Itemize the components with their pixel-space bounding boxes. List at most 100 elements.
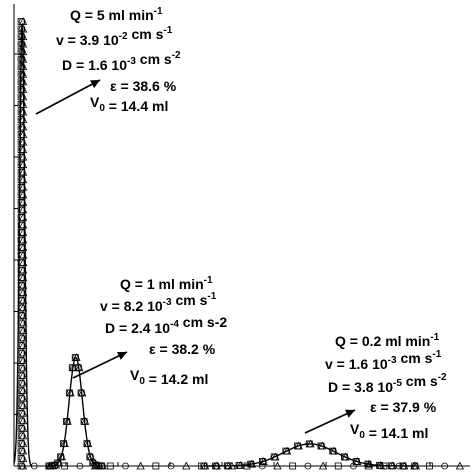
- triangle-marker: [18, 295, 28, 304]
- triangle-marker: [18, 182, 28, 191]
- annotation-line: V0 = 14.1 ml: [350, 421, 428, 441]
- triangle-marker: [18, 431, 28, 440]
- triangle-marker: [83, 439, 93, 448]
- triangle-marker: [18, 303, 28, 312]
- triangle-marker: [18, 371, 28, 379]
- triangle-marker: [236, 461, 245, 469]
- triangle-marker: [294, 441, 303, 450]
- triangle-marker: [18, 341, 28, 349]
- triangle-marker: [329, 446, 339, 455]
- triangle-marker: [18, 416, 28, 425]
- triangle-marker: [18, 243, 28, 251]
- triangle-marker: [18, 107, 28, 116]
- triangle-marker: [455, 461, 465, 470]
- triangle-marker: [18, 213, 28, 221]
- triangle-marker: [259, 457, 268, 465]
- square-marker: [198, 462, 205, 470]
- triangle-marker: [18, 288, 28, 297]
- series-1: [13, 17, 33, 470]
- square-marker: [289, 462, 297, 470]
- triangle-marker: [18, 454, 28, 462]
- triangle-marker: [18, 273, 28, 282]
- triangle-marker: [75, 363, 84, 372]
- data-marks: [13, 17, 465, 470]
- triangle-marker: [90, 461, 100, 470]
- triangle-marker: [18, 130, 28, 138]
- arrowhead: [117, 351, 127, 360]
- arrowhead: [90, 80, 100, 89]
- annotation-line: Q = 1 ml min-1: [120, 275, 213, 292]
- triangle-marker: [18, 393, 28, 402]
- triangle-marker: [200, 461, 210, 470]
- square-marker: [152, 462, 160, 470]
- triangle-marker: [18, 363, 28, 372]
- triangle-marker: [57, 452, 66, 461]
- triangle-marker: [98, 461, 107, 470]
- annotation-arrow: [72, 351, 128, 379]
- triangle-marker: [18, 84, 28, 93]
- annotation-line: D = 1.6 10-3 cm s-2: [62, 50, 181, 73]
- circle-marker: [76, 462, 84, 470]
- triangle-marker: [18, 408, 28, 417]
- triangle-marker: [341, 452, 350, 461]
- triangle-marker: [353, 457, 362, 465]
- triangle-marker: [18, 167, 28, 176]
- triangle-marker: [18, 100, 28, 108]
- square-marker: [380, 462, 388, 470]
- annotation-2: Q = 1 ml min-1v = 8.2 10-3 cm s-1D = 2.4…: [72, 275, 227, 387]
- circle-marker: [350, 462, 357, 470]
- annotation-arrow: [35, 79, 101, 115]
- triangle-marker: [182, 461, 191, 470]
- triangle-marker: [63, 417, 72, 425]
- triangle-marker: [18, 250, 28, 259]
- triangle-marker: [318, 461, 328, 470]
- triangle-marker: [18, 386, 28, 395]
- circle-marker: [167, 462, 175, 470]
- triangle-marker: [18, 92, 28, 101]
- triangle-marker: [18, 348, 28, 357]
- annotation-line: D = 2.4 10-4 cm s-2: [105, 314, 227, 336]
- series-3: [200, 439, 421, 470]
- triangle-marker: [18, 423, 28, 432]
- triangle-marker: [306, 439, 315, 448]
- series-curve: [204, 443, 416, 467]
- triangle-marker: [18, 175, 28, 184]
- annotation-line: ε = 38.2 %: [149, 341, 216, 357]
- triangle-marker: [18, 265, 28, 274]
- triangle-marker: [18, 228, 28, 236]
- series-2: [45, 353, 107, 470]
- triangle-marker: [18, 235, 28, 244]
- triangle-marker: [81, 417, 90, 425]
- baseline-markers: [30, 461, 465, 470]
- triangle-marker: [18, 461, 28, 470]
- triangle-marker: [18, 152, 28, 161]
- annotation-3: Q = 0.2 ml min-1v = 1.6 10-3 cm s-1D = 3…: [304, 332, 447, 441]
- triangle-marker: [18, 446, 28, 455]
- triangle-marker: [18, 326, 28, 334]
- triangle-marker: [18, 160, 28, 169]
- triangle-marker: [54, 458, 64, 467]
- triangle-marker: [18, 401, 28, 410]
- square-marker: [426, 462, 433, 470]
- triangle-marker: [18, 145, 28, 153]
- triangle-marker: [18, 378, 28, 387]
- annotation-line: Q = 5 ml min-1: [70, 6, 163, 23]
- circle-marker: [441, 462, 449, 470]
- series-curve: [49, 356, 103, 467]
- triangle-marker: [282, 446, 292, 455]
- triangle-marker: [318, 441, 327, 450]
- triangle-marker: [18, 258, 28, 266]
- triangle-marker: [18, 39, 28, 48]
- annotation-line: ε = 37.9 %: [370, 399, 437, 415]
- triangle-marker: [18, 318, 28, 327]
- triangle-marker: [51, 460, 61, 469]
- triangle-marker: [136, 461, 145, 470]
- triangle-marker: [18, 122, 28, 131]
- triangle-marker: [388, 461, 397, 470]
- triangle-marker: [60, 439, 69, 448]
- circle-marker: [258, 462, 266, 470]
- square-marker: [334, 462, 342, 470]
- triangle-marker: [18, 280, 28, 289]
- triangle-marker: [364, 459, 374, 468]
